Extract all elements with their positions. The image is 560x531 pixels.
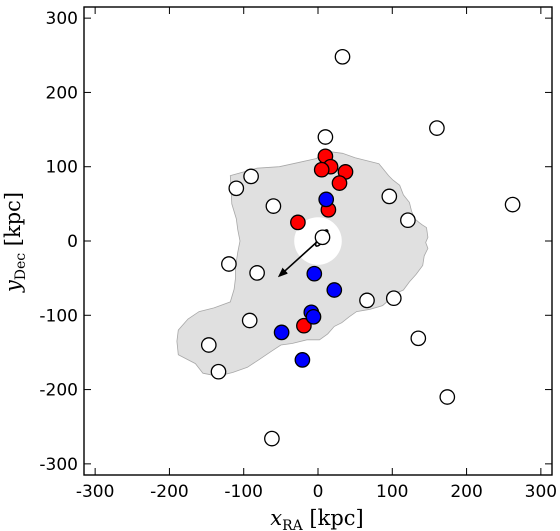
red-point-7	[290, 214, 306, 231]
x-tick-label: -300	[76, 482, 115, 502]
open-point-17	[210, 363, 227, 380]
y-axis-label-subscript: Dec	[13, 253, 29, 281]
blue-point-7	[294, 352, 311, 368]
y-axis-label-unit: [kpc]	[1, 192, 25, 246]
open-point-14	[241, 312, 258, 329]
y-tick-label: 0	[67, 232, 78, 252]
blue-point-2	[306, 265, 323, 282]
open-point-20	[314, 229, 331, 246]
open-point-7	[381, 188, 398, 205]
x-tick-label: 300	[525, 482, 557, 502]
y-tick-label: -200	[39, 381, 78, 401]
open-point-2	[429, 120, 445, 136]
x-tick-label: 0	[313, 482, 324, 502]
open-point-10	[221, 256, 237, 272]
open-point-11	[249, 265, 265, 281]
blue-point-6	[273, 324, 290, 341]
plot-content	[176, 48, 521, 447]
open-point-16	[200, 337, 217, 353]
open-point-15	[410, 330, 427, 347]
x-tick-label: -200	[150, 482, 189, 502]
x-tick-label: -100	[224, 482, 263, 502]
x-axis-label-spacer	[303, 506, 310, 530]
x-axis-label: xRA [kpc]	[270, 506, 364, 531]
y-axis-label: yDec [kpc]	[1, 192, 29, 293]
y-tick-label: 200	[46, 83, 78, 103]
blue-point-3	[326, 282, 343, 298]
x-axis-label-unit: [kpc]	[309, 506, 363, 530]
open-point-9	[504, 196, 521, 213]
open-point-5	[228, 180, 245, 197]
y-axis-label-spacer	[1, 246, 25, 253]
open-point-19	[264, 430, 280, 447]
motion-arrow	[277, 240, 319, 278]
blue-point-1	[318, 191, 335, 208]
y-tick-label: 100	[46, 158, 78, 178]
open-point-12	[359, 292, 375, 309]
red-point-3	[313, 161, 330, 178]
open-point-8	[400, 212, 416, 229]
open-point-6	[265, 198, 282, 214]
x-tick-label: 100	[376, 482, 408, 502]
red-point-5	[331, 175, 348, 191]
x-axis-label-symbol: x	[270, 506, 282, 530]
red-point-8	[296, 317, 312, 334]
y-axis-label-symbol: y	[1, 279, 25, 293]
survey-footprint	[176, 150, 429, 377]
y-tick-label: 300	[46, 9, 78, 29]
open-point-1	[334, 48, 351, 65]
open-point-18	[439, 389, 456, 405]
y-tick-label: -300	[39, 455, 78, 475]
y-tick-label: -100	[39, 306, 78, 326]
x-tick-label: 200	[450, 482, 482, 502]
blue-point-5	[305, 308, 322, 325]
open-point-13	[385, 290, 402, 307]
open-point-4	[243, 168, 259, 185]
axis-ticks: -300 -300 -200 -200 -100 -100 0 0 100 100 200 200 30…	[39, 7, 557, 502]
open-point-3	[317, 129, 334, 145]
x-axis-label-subscript: RA	[282, 518, 304, 531]
